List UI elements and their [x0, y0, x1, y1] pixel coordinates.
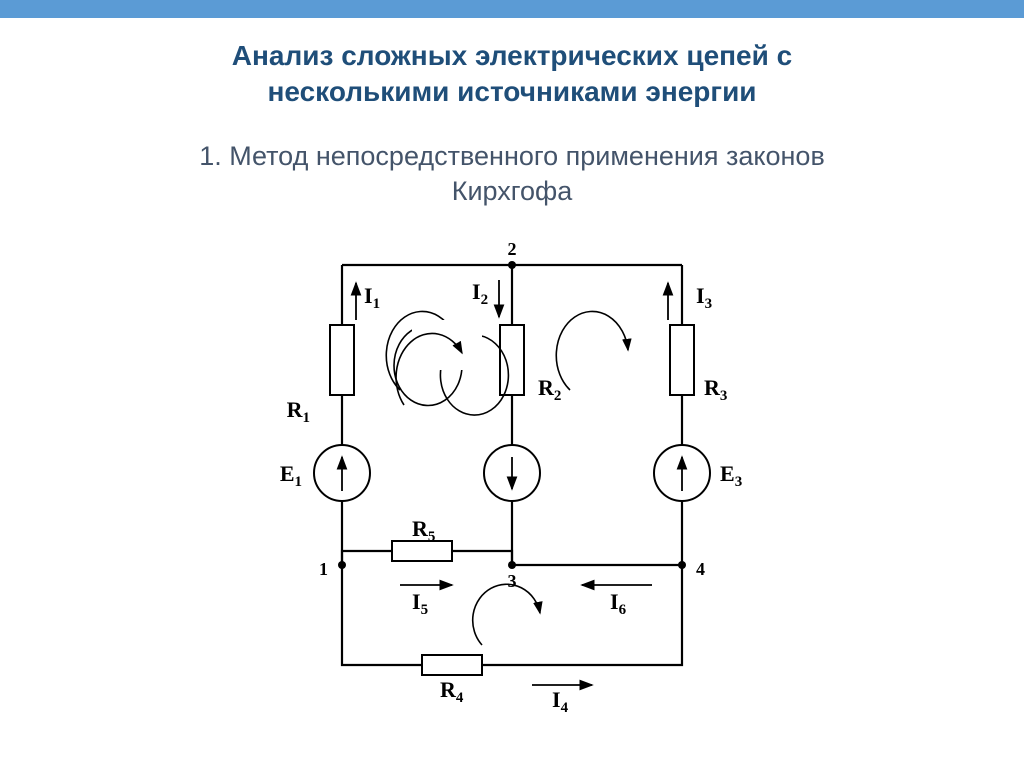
node-3-label: 3 [508, 571, 517, 591]
svg-text:R1: R1 [287, 397, 310, 426]
svg-text:E3: E3 [720, 461, 742, 490]
svg-text:R5: R5 [412, 516, 435, 545]
label-E3s: 3 [735, 474, 743, 490]
svg-text:R3: R3 [704, 375, 727, 404]
slide-subtitle: 1. Метод непосредственного применения за… [40, 139, 984, 209]
label-I1: I [364, 283, 373, 308]
slide-title: Анализ сложных электрических цепей с нес… [40, 38, 984, 111]
svg-text:I3: I3 [696, 283, 712, 312]
slide-header: Анализ сложных электрических цепей с нес… [0, 18, 1024, 215]
label-R2s: 2 [554, 388, 562, 404]
label-E1: E [280, 461, 295, 486]
svg-text:E1: E1 [280, 461, 302, 490]
label-E1s: 1 [295, 474, 303, 490]
node-2-label: 2 [508, 239, 517, 259]
svg-text:I1: I1 [364, 283, 380, 312]
label-I6s: 6 [619, 602, 627, 618]
node-1-label: 1 [319, 559, 328, 579]
title-line-2: несколькими источниками энергии [267, 76, 756, 107]
label-I4: I [552, 687, 561, 712]
subtitle-line-2: Кирхгофа [452, 176, 573, 206]
label-R3s: 3 [720, 388, 728, 404]
label-R1: R [287, 397, 304, 422]
subtitle-line-1: 1. Метод непосредственного применения за… [199, 141, 825, 171]
title-line-1: Анализ сложных электрических цепей с [232, 40, 792, 71]
label-R1s: 1 [303, 410, 311, 426]
circuit-diagram-container: 2 1 3 4 [0, 225, 1024, 715]
label-I1s: 1 [373, 296, 381, 312]
label-R3: R [704, 375, 721, 400]
node-4-label: 4 [696, 559, 705, 579]
svg-text:I4: I4 [552, 687, 569, 715]
label-I6: I [610, 589, 619, 614]
svg-text:I6: I6 [610, 589, 627, 618]
slide-top-bar [0, 0, 1024, 18]
label-I4s: 4 [561, 700, 569, 715]
label-I2: I [472, 279, 481, 304]
label-I5s: 5 [421, 602, 429, 618]
svg-text:R2: R2 [538, 375, 561, 404]
label-I2s: 2 [481, 292, 489, 308]
label-R4: R [440, 677, 457, 702]
svg-text:I2: I2 [472, 279, 488, 308]
svg-text:R4: R4 [440, 677, 464, 706]
circuit-diagram: 2 1 3 4 [252, 225, 772, 715]
label-I3s: 3 [705, 296, 713, 312]
label-E3: E [720, 461, 735, 486]
svg-text:I5: I5 [412, 589, 428, 618]
label-I5: I [412, 589, 421, 614]
label-R5s: 5 [428, 529, 436, 545]
label-R2: R [538, 375, 555, 400]
label-I3: I [696, 283, 705, 308]
label-R4s: 4 [456, 690, 464, 706]
label-R5: R [412, 516, 429, 541]
